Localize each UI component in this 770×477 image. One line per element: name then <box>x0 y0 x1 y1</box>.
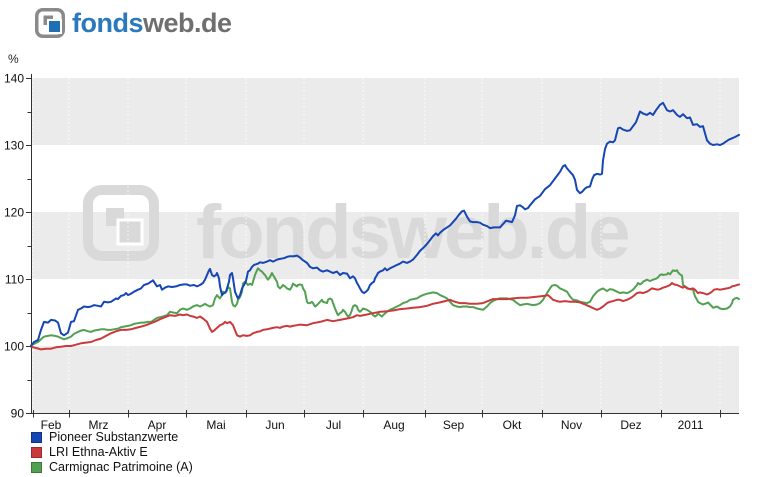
watermark-icon-square-front <box>116 218 144 246</box>
x-tick-label-Dez: Dez <box>620 418 641 432</box>
band-130-140 <box>31 78 739 145</box>
logo-wordmark: fondsweb.de <box>72 8 232 38</box>
x-tick-label-Apr: Apr <box>148 418 167 432</box>
y-tick-label: 120 <box>4 206 24 220</box>
y-tick-label: 130 <box>4 139 24 153</box>
legend-label: Pioneer Substanzwerte <box>49 430 179 444</box>
chart-legend: Pioneer Substanzwerte LRI Ethna-Aktiv E … <box>31 430 193 475</box>
legend-item-lri-ethna: LRI Ethna-Aktiv E <box>31 445 193 460</box>
series-line-1 <box>30 282 740 351</box>
y-tick-label: 110 <box>5 273 24 287</box>
series-line-0 <box>30 101 740 347</box>
y-tick-label: 90 <box>11 407 25 421</box>
logo-text-fonds: fonds <box>72 8 144 38</box>
fondsweb-logo[interactable]: fondsweb.de <box>35 8 232 38</box>
fondsweb-logo-icon <box>35 8 65 38</box>
x-tick-label-Mai: Mai <box>206 418 225 432</box>
x-tick-label-Aug: Aug <box>383 418 404 432</box>
legend-swatch-green <box>31 462 42 473</box>
series-line-2 <box>30 267 740 347</box>
legend-item-carmignac: Carmignac Patrimoine (A) <box>31 460 193 475</box>
x-tick-label-Mrz: Mrz <box>89 418 109 432</box>
x-tick-label-Jun: Jun <box>265 418 284 432</box>
legend-item-pioneer: Pioneer Substanzwerte <box>31 430 193 445</box>
y-tick-label: 140 <box>4 72 24 86</box>
band-90-100 <box>31 346 739 413</box>
legend-label: LRI Ethna-Aktiv E <box>49 445 148 459</box>
x-tick-label-Okt: Okt <box>503 418 522 432</box>
logo-text-webde: web.de <box>143 8 232 38</box>
x-tick-label-Feb: Feb <box>41 418 62 432</box>
legend-label: Carmignac Patrimoine (A) <box>49 460 193 474</box>
x-tick-label-Nov: Nov <box>561 418 582 432</box>
legend-swatch-blue <box>31 432 42 443</box>
x-tick-label-Sep: Sep <box>443 418 465 432</box>
y-tick-label: 100 <box>4 340 24 354</box>
x-tick-label-2011: 2011 <box>678 418 704 432</box>
y-axis-unit-label: % <box>8 52 19 66</box>
x-tick-label-Jul: Jul <box>326 418 341 432</box>
watermark-logo-icon <box>83 185 159 261</box>
legend-swatch-red <box>31 447 42 458</box>
